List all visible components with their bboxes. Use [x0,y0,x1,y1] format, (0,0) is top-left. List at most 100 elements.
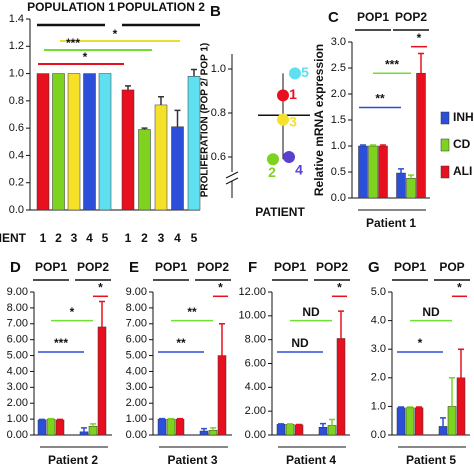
legend-swatch [440,138,450,152]
x-tick-label: 1 [40,231,47,245]
legend-label: CD [453,137,471,151]
y-axis-label: Relative mRNA expression [312,44,326,196]
significance-label: ** [375,92,385,106]
significance-label: ** [187,305,197,319]
bar [456,377,466,436]
error-bar [440,417,446,427]
bar [97,326,107,436]
y-tick-label: 0.00 [7,429,28,441]
y-tick-label: 2.0 [331,88,346,100]
bar [36,73,50,211]
y-tick-label: 0.2 [9,177,24,189]
bar [37,419,47,436]
bar [358,145,368,199]
bar [138,129,151,211]
bar [438,426,448,436]
significance-label: * [70,305,75,319]
bar [98,73,112,211]
bar [46,418,56,436]
significance-label: *** [54,336,68,350]
significance-label: ND [291,336,309,350]
bar [447,406,457,436]
y-tick-label: 0.0 [331,192,346,204]
y-tick-label: 0.6 [9,122,24,134]
y-tick-label: 2.5 [331,62,346,74]
y-tick-label: 9.00 [126,286,147,298]
significance-label: * [83,50,88,64]
point [289,67,301,80]
y-tick-label: 1.00 [7,413,28,425]
legend-label: INH [453,110,474,124]
error-bar [81,427,87,432]
y-tick-label: 0.5 [331,166,346,178]
y-tick-label: 10.00 [238,310,266,322]
y-tick-label: 3.0 [331,36,346,48]
legend-label: ALI [453,164,472,178]
y-tick-label: 3.00 [126,381,147,393]
x-tick-label: 3 [71,231,78,245]
group-label: POP2 [395,10,427,24]
y-tick-label: 0.8 [211,107,226,119]
x-axis-label: Patient 3 [167,453,217,467]
significance-label: * [98,280,103,294]
y-tick-label: 3.00 [7,381,28,393]
x-tick-label: 2 [55,231,62,245]
point [277,89,289,102]
y-tick-label: 4.00 [126,365,147,377]
y-tick-label: 0.8 [9,95,24,107]
bar [157,418,167,436]
bar [396,407,406,436]
significance-label: * [113,27,118,41]
x-axis-label: PATIENT [0,231,27,245]
bar [121,89,135,211]
panel-letter: D [10,259,21,276]
significance-label: * [218,280,223,294]
bar [276,424,286,436]
panel-letter: G [368,259,380,276]
y-tick-label: 4.00 [7,365,28,377]
bar [187,76,201,211]
y-tick-label: 7.00 [126,318,147,330]
bar [171,126,184,211]
bar [55,419,65,436]
bar [166,418,176,436]
group-label: POP1 [394,260,426,274]
y-tick-label: 1.0 [371,400,386,412]
x-tick-label: 1 [125,231,132,245]
x-tick-label: 2 [141,231,148,245]
bar [378,145,388,199]
y-tick-label: 0.0 [9,204,24,216]
bar [285,424,295,436]
bar [368,145,378,199]
group-label: POPULATION 2 [117,0,205,14]
point-label: 3 [289,113,297,129]
error-bar [398,406,404,408]
x-axis-label: Patient 5 [406,453,456,467]
y-tick-label: 5.00 [7,349,28,361]
y-tick-label: 1.0 [9,67,24,79]
y-tick-label: 6.00 [7,334,28,346]
error-bar [141,127,148,130]
point [283,151,295,163]
panel-letter: E [129,259,139,276]
y-tick-label: 0.00 [126,429,147,441]
bar [405,407,415,436]
y-tick-label: 1.00 [126,413,147,425]
point [277,113,289,126]
y-axis-label: PROLIFERATION (POP 2/ POP 1) [200,43,211,197]
bar [175,418,185,436]
error-bar [174,109,181,127]
error-bar [158,96,164,105]
y-tick-label: 6.00 [245,357,266,369]
x-tick-label: 5 [191,231,198,245]
legend-swatch [440,111,450,125]
bar [83,73,96,211]
y-tick-label: 2.00 [7,397,28,409]
y-tick-label: 8.00 [126,302,147,314]
y-tick-label: 1.4 [9,13,24,25]
y-tick-label: 2.00 [126,397,147,409]
bar [416,72,426,199]
group-label: POP1 [35,260,67,274]
x-axis-label: Patient 2 [48,453,98,467]
y-tick-label: 0.0 [371,429,386,441]
